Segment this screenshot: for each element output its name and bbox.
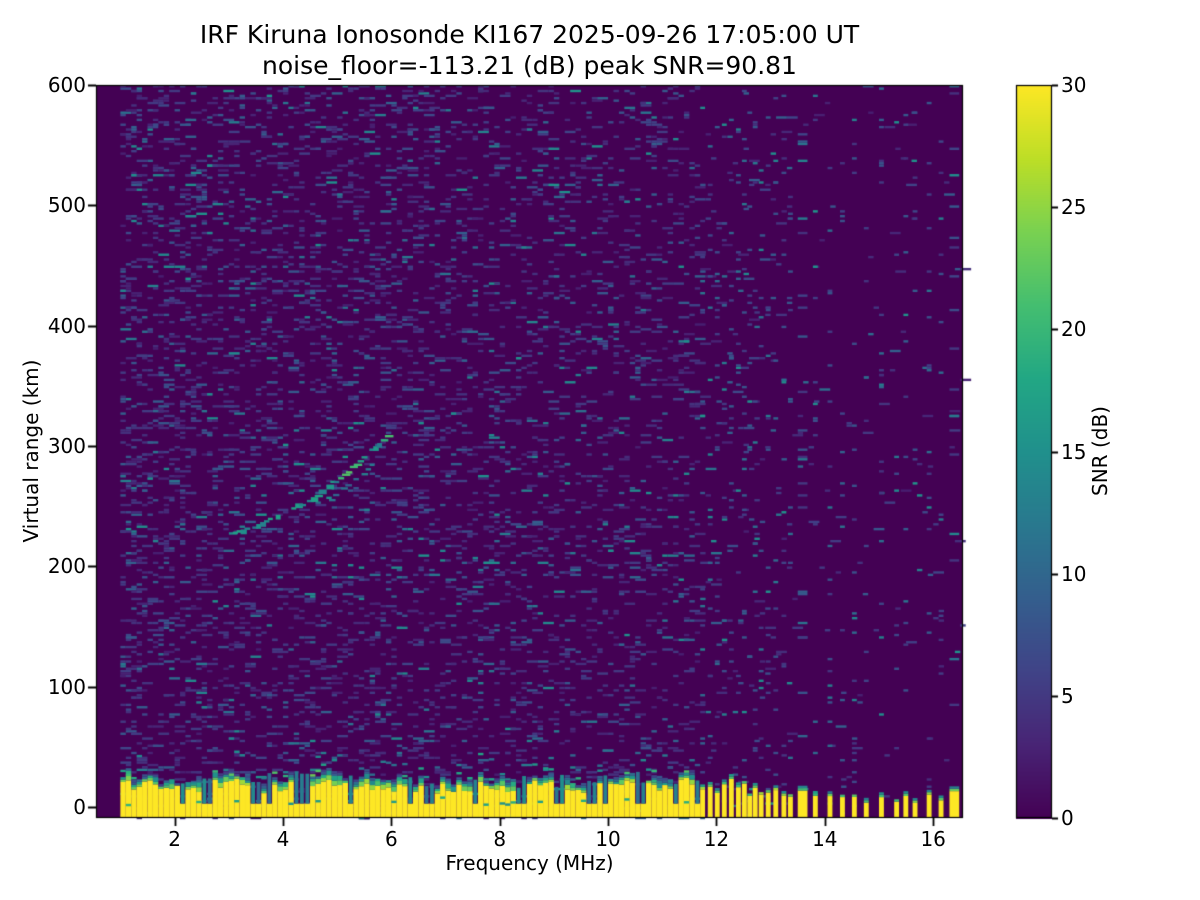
y-tick-600: 600	[47, 73, 86, 97]
colorbar-tick-20: 20	[1061, 317, 1087, 342]
chart-title: IRF Kiruna Ionosonde KI167 2025-09-26 17…	[96, 19, 963, 81]
colorbar-tick-10: 10	[1061, 561, 1087, 586]
chart-title-line1: IRF Kiruna Ionosonde KI167 2025-09-26 17…	[199, 20, 860, 49]
x-axis-label: Frequency (MHz)	[445, 851, 614, 875]
y-tick-100: 100	[47, 674, 86, 699]
x-tick-4: 4	[276, 827, 290, 851]
colorbar-tick-15: 15	[1061, 439, 1087, 464]
colorbar-tick-5: 5	[1061, 683, 1074, 708]
y-tick-300: 300	[47, 434, 86, 459]
colorbar-label: SNR (dB)	[1088, 406, 1112, 496]
x-tick-12: 12	[703, 827, 730, 851]
colorbar-tick-0: 0	[1061, 806, 1074, 830]
y-tick-400: 400	[47, 313, 86, 338]
colorbar-tick-25: 25	[1061, 195, 1087, 220]
x-tick-14: 14	[812, 827, 838, 851]
x-tick-2: 2	[168, 827, 181, 851]
chart-title-line2: noise_floor=-113.21 (dB) peak SNR=90.81	[262, 51, 797, 80]
x-tick-6: 6	[384, 827, 398, 851]
x-tick-10: 10	[595, 827, 621, 851]
y-tick-200: 200	[47, 554, 86, 579]
y-tick-0: 0	[73, 795, 86, 820]
y-tick-500: 500	[47, 193, 86, 218]
x-tick-16: 16	[920, 827, 946, 851]
x-tick-8: 8	[493, 827, 507, 851]
colorbar-tick-30: 30	[1061, 73, 1087, 97]
